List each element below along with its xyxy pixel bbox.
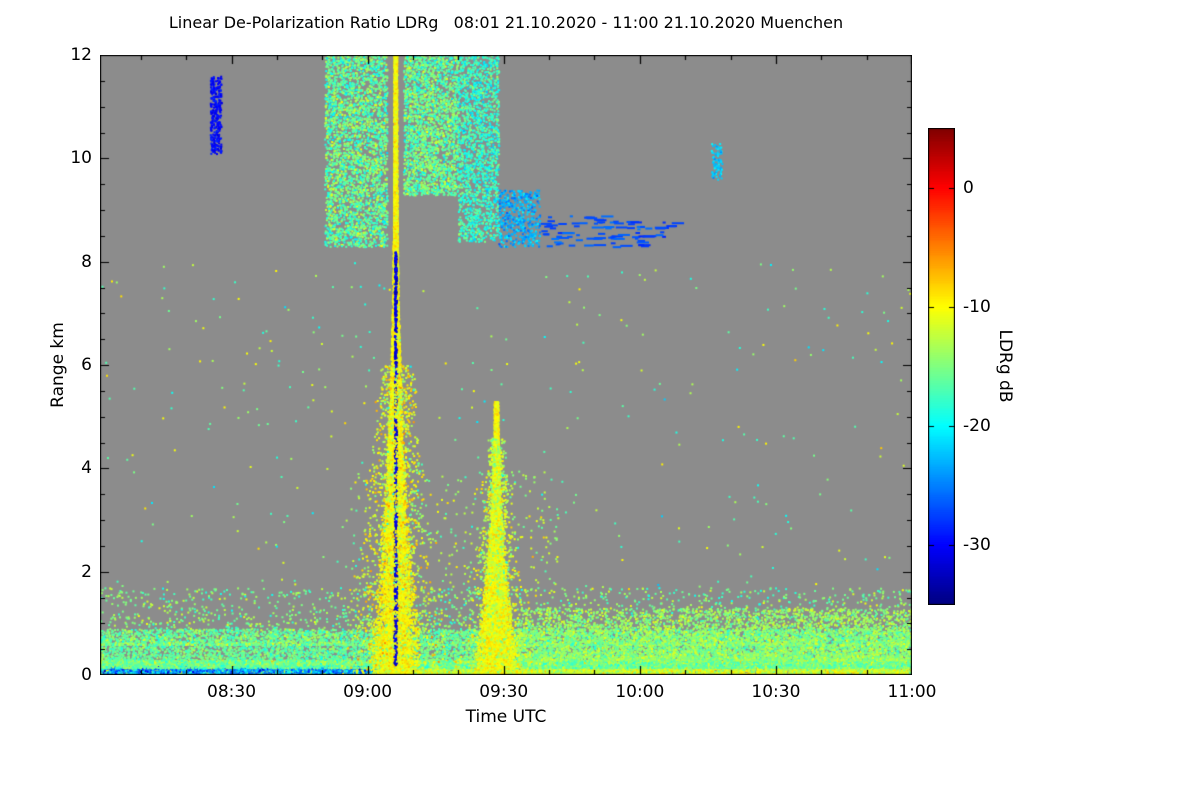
colorbar-tick-label: -20 <box>963 415 991 436</box>
colorbar-label: LDRg dB <box>995 329 1015 403</box>
x-tick-label: 09:30 <box>479 682 529 702</box>
x-tick-label: 10:30 <box>751 682 801 702</box>
heatmap-canvas <box>100 55 912 675</box>
y-tick-label: 8 <box>81 251 92 272</box>
colorbar-tick-label: 0 <box>963 177 974 198</box>
colorbar-canvas <box>928 128 955 605</box>
chart-title: Linear De-Polarization Ratio LDRg 08:01 … <box>168 13 844 32</box>
colorbar-tick-label: -10 <box>963 296 991 317</box>
x-tick-label: 10:00 <box>615 682 665 702</box>
x-tick-label: 09:00 <box>343 682 393 702</box>
y-tick-label: 4 <box>81 458 92 479</box>
x-tick-label: 08:30 <box>207 682 257 702</box>
colorbar-tick-label: -30 <box>963 534 991 555</box>
x-axis-label: Time UTC <box>465 707 547 727</box>
y-tick-label: 6 <box>81 355 92 375</box>
x-tick-label: 11:00 <box>887 682 937 702</box>
y-tick-label: 2 <box>81 561 92 582</box>
y-tick-label: 10 <box>70 148 92 169</box>
y-tick-label: 12 <box>70 45 92 65</box>
y-tick-label: 0 <box>81 665 92 685</box>
